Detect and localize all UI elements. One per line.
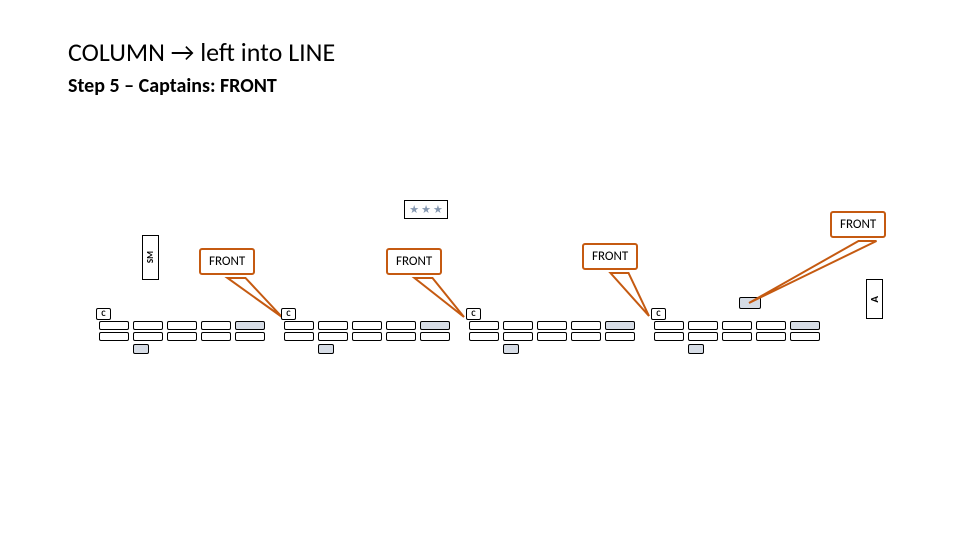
callout-front-2: FRONT: [582, 243, 638, 270]
unit-1-1-4: [420, 332, 450, 341]
lt-marker-0: [133, 344, 149, 354]
unit-0-0-4: [235, 321, 265, 330]
unit-1-0-2: [352, 321, 382, 330]
lt-marker-3: [688, 344, 704, 354]
unit-3-1-0: [654, 332, 684, 341]
captain-marker-0: C: [96, 308, 111, 320]
unit-0-1-4: [235, 332, 265, 341]
unit-2-1-3: [571, 332, 601, 341]
callout-front-3: FRONT: [830, 211, 886, 238]
unit-2-1-4: [605, 332, 635, 341]
sm-box: SM: [142, 235, 159, 280]
unit-1-1-1: [318, 332, 348, 341]
callout-front-1: FRONT: [386, 248, 442, 275]
unit-0-1-0: [99, 332, 129, 341]
a-label: A: [868, 296, 881, 303]
lt-marker-2: [503, 344, 519, 354]
commander-stars: ★★★: [404, 200, 448, 219]
unit-3-0-4: [790, 321, 820, 330]
unit-2-0-3: [571, 321, 601, 330]
unit-2-0-2: [537, 321, 567, 330]
unit-1-0-0: [284, 321, 314, 330]
unit-0-0-2: [167, 321, 197, 330]
unit-3-1-1: [688, 332, 718, 341]
unit-2-0-1: [503, 321, 533, 330]
diagram-stage: { "title": { "line1": "COLUMN \u2192 lef…: [0, 0, 960, 540]
captain-marker-3: C: [651, 308, 666, 320]
unit-0-0-1: [133, 321, 163, 330]
sm-label: SM: [145, 251, 156, 263]
unit-2-0-0: [469, 321, 499, 330]
unit-3-0-1: [688, 321, 718, 330]
unit-1-1-3: [386, 332, 416, 341]
unit-0-1-1: [133, 332, 163, 341]
unit-3-0-2: [722, 321, 752, 330]
unit-0-0-3: [201, 321, 231, 330]
unit-2-1-1: [503, 332, 533, 341]
unit-1-0-1: [318, 321, 348, 330]
captain-marker-1: C: [281, 308, 296, 320]
unit-3-1-4: [790, 332, 820, 341]
unit-0-1-3: [201, 332, 231, 341]
a-box: A: [866, 279, 883, 319]
unit-0-1-2: [167, 332, 197, 341]
unit-3-0-3: [756, 321, 786, 330]
unit-1-1-0: [284, 332, 314, 341]
callout-front-0: FRONT: [199, 248, 255, 275]
title-line-2: Step 5 – Captains: FRONT: [68, 74, 277, 98]
unit-3-1-3: [756, 332, 786, 341]
title-line-1: COLUMN → left into LINE: [68, 36, 335, 68]
lt-marker-1: [318, 344, 334, 354]
unit-3-0-0: [654, 321, 684, 330]
unit-1-0-3: [386, 321, 416, 330]
unit-0-0-0: [99, 321, 129, 330]
hq-marker: [739, 297, 761, 309]
unit-2-0-4: [605, 321, 635, 330]
captain-marker-2: C: [466, 308, 481, 320]
unit-1-0-4: [420, 321, 450, 330]
unit-1-1-2: [352, 332, 382, 341]
unit-2-1-2: [537, 332, 567, 341]
unit-2-1-0: [469, 332, 499, 341]
unit-3-1-2: [722, 332, 752, 341]
